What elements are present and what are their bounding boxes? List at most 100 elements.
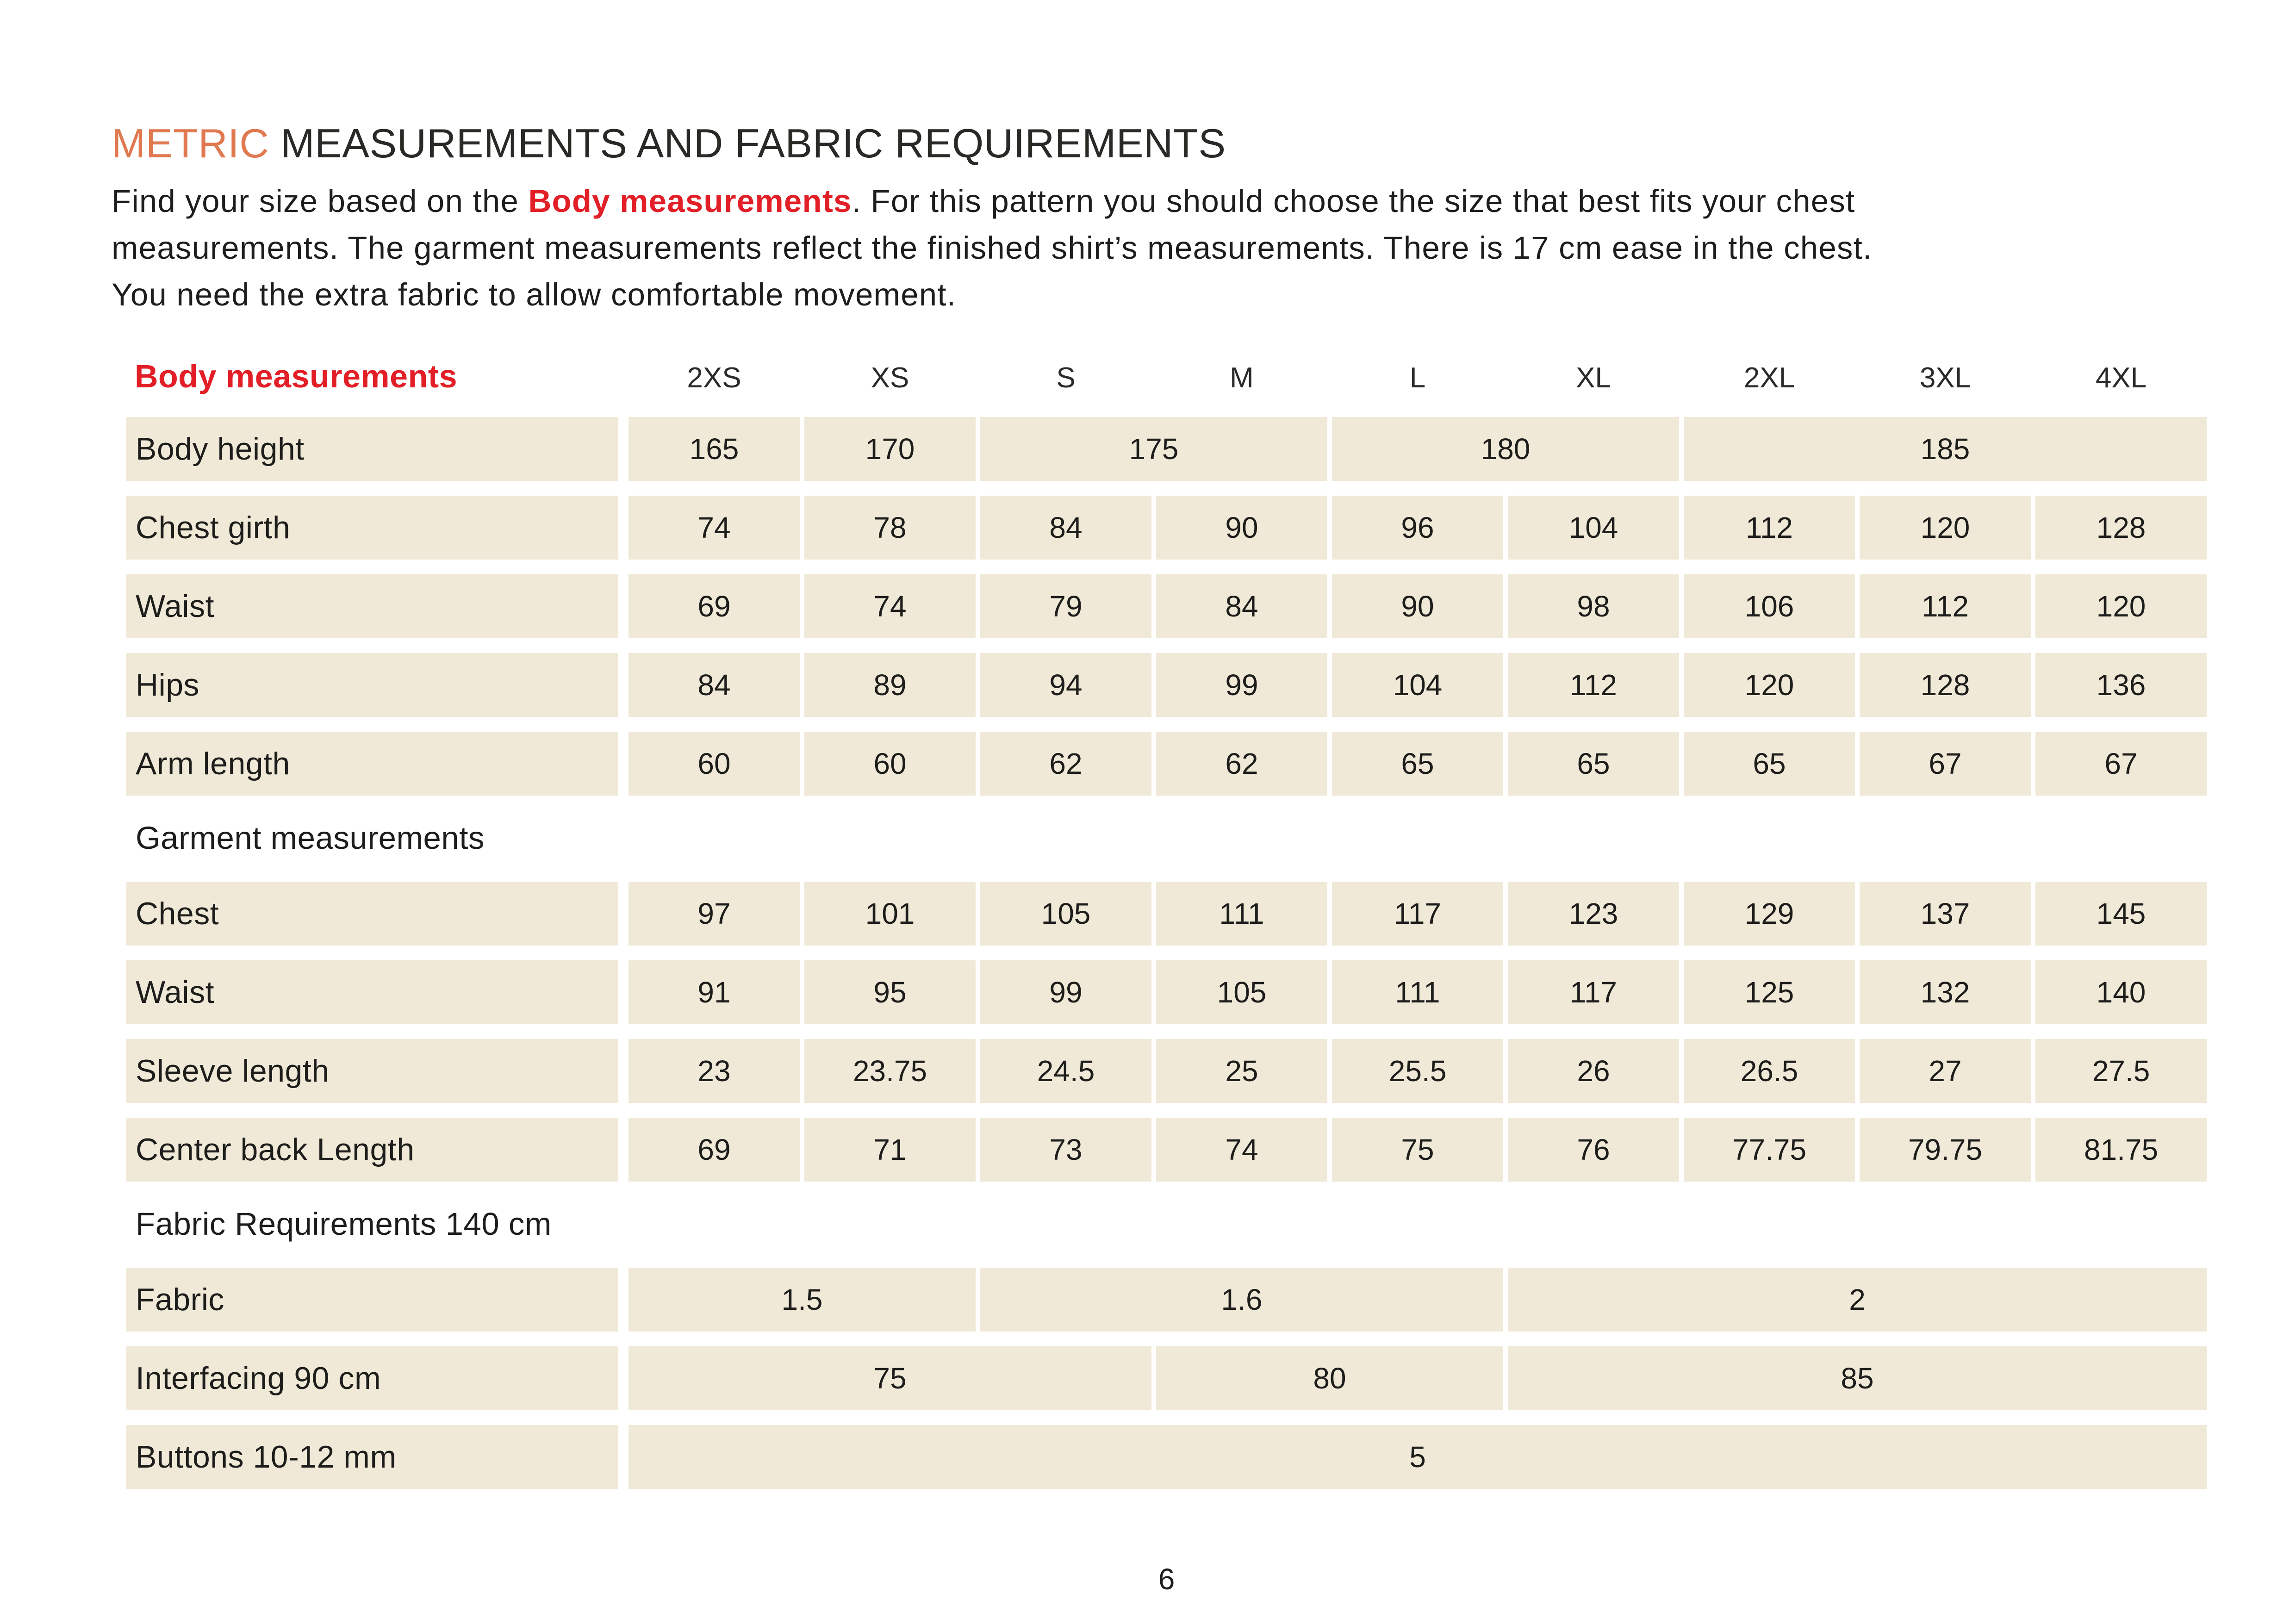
value-cell: 101 (804, 882, 976, 946)
body-measurements-header: Body measurements (135, 358, 458, 394)
value-cell: 79 (980, 574, 1151, 638)
value-cell: 27.5 (2035, 1039, 2207, 1103)
title-accent: METRIC (112, 120, 269, 166)
value-cell: 71 (804, 1118, 976, 1182)
value-cell: 62 (980, 732, 1151, 796)
value-cell: 129 (1684, 882, 1855, 946)
value-cell: 105 (980, 882, 1151, 946)
value-cell: 97 (628, 882, 800, 946)
value-cell: 23.75 (804, 1039, 976, 1103)
value-cell: 105 (1156, 960, 1327, 1024)
value-cell: 5 (628, 1425, 2207, 1489)
page-number: 6 (1158, 1562, 1175, 1596)
value-cell: 95 (804, 960, 976, 1024)
value-cell: 111 (1332, 960, 1503, 1024)
value-cell: 25 (1156, 1039, 1327, 1103)
table-row: Interfacing 90 cm 75 80 85 (126, 1346, 2207, 1410)
intro-line-1: Find your size based on the Body measure… (112, 178, 2240, 224)
table-row: Sleeve length 23 23.75 24.5 25 25.5 26 26.5 27 27… (126, 1039, 2207, 1103)
value-cell: 26 (1508, 1039, 1679, 1103)
value-cell: 74 (1156, 1118, 1327, 1182)
page-title: METRIC MEASUREMENTS AND FABRIC REQUIREME… (112, 123, 2296, 164)
value-cell: 94 (980, 653, 1151, 717)
value-cell: 79.75 (1860, 1118, 2031, 1182)
value-cell: 128 (2035, 496, 2207, 560)
value-cell: 73 (980, 1118, 1151, 1182)
value-cell: 69 (628, 574, 800, 638)
table-row: Center back Length 69 71 73 74 75 76 77.75 79.75… (126, 1118, 2207, 1182)
value-cell: 75 (628, 1346, 1151, 1410)
value-cell: 120 (2035, 574, 2207, 638)
value-cell: 27 (1860, 1039, 2031, 1103)
size-column-header: M (1230, 362, 1254, 394)
value-cell: 75 (1332, 1118, 1503, 1182)
value-cell: 136 (2035, 653, 2207, 717)
value-cell: 185 (1684, 417, 2207, 481)
value-cell: 62 (1156, 732, 1327, 796)
table-row: Waist 69 74 79 84 90 98 106 112 120 (126, 574, 2207, 638)
size-column-header: 2XS (687, 362, 741, 394)
value-cell: 84 (628, 653, 800, 717)
value-cell: 77.75 (1684, 1118, 1855, 1182)
table-row: Arm length 60 60 62 62 65 65 65 67 67 (126, 732, 2207, 796)
size-column-header: S (1056, 362, 1076, 394)
value-cell: 140 (2035, 960, 2207, 1024)
size-column-header: 3XL (1919, 362, 1971, 394)
value-cell: 117 (1332, 882, 1503, 946)
value-cell: 84 (1156, 574, 1327, 638)
value-cell: 125 (1684, 960, 1855, 1024)
value-cell: 91 (628, 960, 800, 1024)
value-cell: 65 (1508, 732, 1679, 796)
value-cell: 90 (1156, 496, 1327, 560)
row-label: Sleeve length (126, 1039, 624, 1103)
value-cell: 24.5 (980, 1039, 1151, 1103)
value-cell: 60 (804, 732, 976, 796)
value-cell: 104 (1508, 496, 1679, 560)
value-cell: 2 (1508, 1268, 2207, 1332)
size-column-header: XS (871, 362, 909, 394)
value-cell: 69 (628, 1118, 800, 1182)
section-header: Garment measurements (136, 820, 485, 856)
size-column-header: L (1409, 362, 1426, 394)
value-cell: 25.5 (1332, 1039, 1503, 1103)
value-cell: 111 (1156, 882, 1327, 946)
value-cell: 81.75 (2035, 1118, 2207, 1182)
value-cell: 74 (628, 496, 800, 560)
value-cell: 99 (1156, 653, 1327, 717)
value-cell: 78 (804, 496, 976, 560)
size-column-header: 4XL (2095, 362, 2147, 394)
row-label: Fabric (126, 1268, 624, 1332)
intro-paragraph: Find your size based on the Body measure… (112, 178, 2240, 318)
table-header-row: Body measurements 2XS XS S M L XL 2XL 3XL 4XL (126, 358, 2207, 395)
value-cell: 180 (1332, 417, 1679, 481)
table-row: Chest girth 74 78 84 90 96 104 112 120 128 (126, 496, 2207, 560)
row-label: Chest girth (126, 496, 624, 560)
value-cell: 165 (628, 417, 800, 481)
value-cell: 112 (1508, 653, 1679, 717)
row-label: Waist (126, 574, 624, 638)
table-row: Buttons 10-12 mm 5 (126, 1425, 2207, 1489)
table-row: Waist 91 95 99 105 111 117 125 132 140 (126, 960, 2207, 1024)
value-cell: 96 (1332, 496, 1503, 560)
intro-line-2: measurements. The garment measurements r… (112, 230, 1873, 266)
value-cell: 120 (1684, 653, 1855, 717)
row-label: Arm length (126, 732, 624, 796)
value-cell: 128 (1860, 653, 2031, 717)
size-column-header: XL (1576, 362, 1611, 394)
value-cell: 112 (1860, 574, 2031, 638)
table-row: Fabric 1.5 1.6 2 (126, 1268, 2207, 1332)
value-cell: 120 (1860, 496, 2031, 560)
size-column-header: 2XL (1743, 362, 1795, 394)
value-cell: 123 (1508, 882, 1679, 946)
value-cell: 117 (1508, 960, 1679, 1024)
value-cell: 132 (1860, 960, 2031, 1024)
value-cell: 80 (1156, 1346, 1503, 1410)
value-cell: 98 (1508, 574, 1679, 638)
intro-line1-bold: Body measurements (528, 183, 852, 219)
value-cell: 145 (2035, 882, 2207, 946)
measurement-table: Body measurements 2XS XS S M L XL 2XL 3XL 4XL Body… (126, 358, 2296, 1489)
row-label: Hips (126, 653, 624, 717)
value-cell: 99 (980, 960, 1151, 1024)
value-cell: 65 (1684, 732, 1855, 796)
